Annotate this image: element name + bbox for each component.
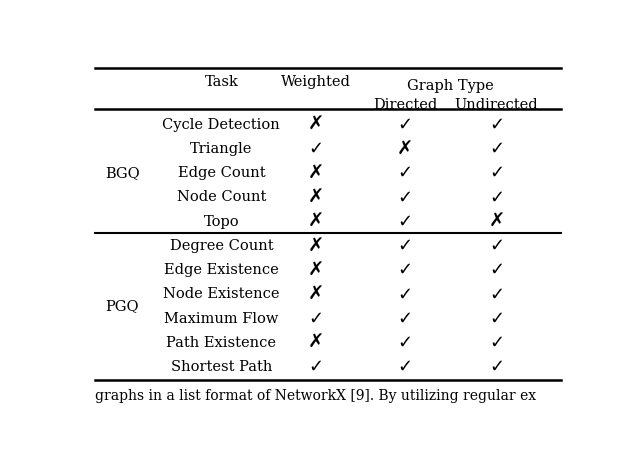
Text: Path Existence: Path Existence [166,335,276,349]
Text: Weighted: Weighted [281,75,351,89]
Text: ✓: ✓ [308,140,323,157]
Text: ✓: ✓ [489,309,504,327]
Text: ✓: ✓ [397,357,412,375]
Text: Edge Existence: Edge Existence [164,263,279,277]
Text: Graph Type: Graph Type [408,79,494,93]
Text: ✗: ✗ [307,284,324,303]
Text: Shortest Path: Shortest Path [171,359,272,373]
Text: ✗: ✗ [397,139,413,158]
Text: ✓: ✓ [489,285,504,303]
Text: Cycle Detection: Cycle Detection [163,117,280,131]
Text: Directed: Directed [372,98,437,112]
Text: ✓: ✓ [397,237,412,254]
Text: Degree Count: Degree Count [170,238,273,253]
Text: ✗: ✗ [307,187,324,207]
Text: Triangle: Triangle [190,142,253,156]
Text: ✓: ✓ [489,188,504,206]
Text: Node Existence: Node Existence [163,287,280,301]
Text: ✓: ✓ [489,357,504,375]
Text: BGQ: BGQ [105,166,140,180]
Text: ✓: ✓ [308,357,323,375]
Text: ✓: ✓ [397,212,412,230]
Text: ✓: ✓ [397,333,412,351]
Text: ✗: ✗ [307,333,324,352]
Text: Undirected: Undirected [455,98,538,112]
Text: ✗: ✗ [488,212,505,231]
Text: ✓: ✓ [489,164,504,182]
Text: ✓: ✓ [308,309,323,327]
Text: ✓: ✓ [397,309,412,327]
Text: ✓: ✓ [397,116,412,133]
Text: Task: Task [204,75,238,89]
Text: graphs in a list format of NetworkX [9]. By utilizing regular ex: graphs in a list format of NetworkX [9].… [95,388,536,402]
Text: ✓: ✓ [489,140,504,157]
Text: Edge Count: Edge Count [177,166,265,180]
Text: ✓: ✓ [489,261,504,278]
Text: ✗: ✗ [307,212,324,231]
Text: ✓: ✓ [397,188,412,206]
Text: Maximum Flow: Maximum Flow [164,311,278,325]
Text: ✓: ✓ [489,237,504,254]
Text: Node Count: Node Count [177,190,266,204]
Text: ✓: ✓ [397,261,412,278]
Text: ✓: ✓ [489,116,504,133]
Text: ✓: ✓ [489,333,504,351]
Text: PGQ: PGQ [106,299,139,313]
Text: ✗: ✗ [307,260,324,279]
Text: Topo: Topo [204,214,239,228]
Text: ✓: ✓ [397,285,412,303]
Text: ✓: ✓ [397,164,412,182]
Text: ✗: ✗ [307,163,324,182]
Text: ✗: ✗ [307,115,324,134]
Text: ✗: ✗ [307,236,324,255]
